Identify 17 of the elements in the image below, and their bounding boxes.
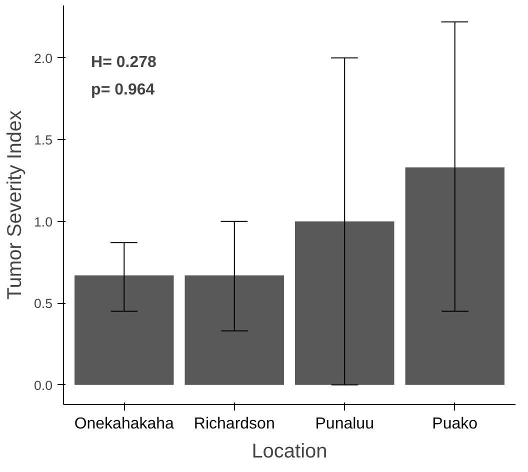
annotation: p= 0.964 — [91, 82, 155, 99]
bar — [405, 167, 504, 385]
annotation: H= 0.278 — [91, 54, 157, 71]
x-tick-label: Puako — [432, 416, 478, 432]
y-tick-label: 1.5 — [34, 132, 53, 148]
x-axis-title: Location — [252, 440, 328, 462]
x-tick-label: Richardson — [194, 416, 275, 432]
x-tick-label: Punaluu — [315, 416, 374, 432]
y-tick-label: 1.0 — [34, 214, 53, 230]
y-tick-label: 0.5 — [34, 296, 53, 312]
bar — [295, 221, 394, 385]
y-tick-label: 2.0 — [34, 50, 53, 66]
bar — [74, 275, 174, 385]
y-axis-title: Tumor Severity Index — [4, 110, 26, 300]
x-tick-label: Onekahakaha — [74, 416, 174, 432]
bar — [184, 275, 284, 385]
y-tick-label: 0.0 — [34, 378, 53, 393]
